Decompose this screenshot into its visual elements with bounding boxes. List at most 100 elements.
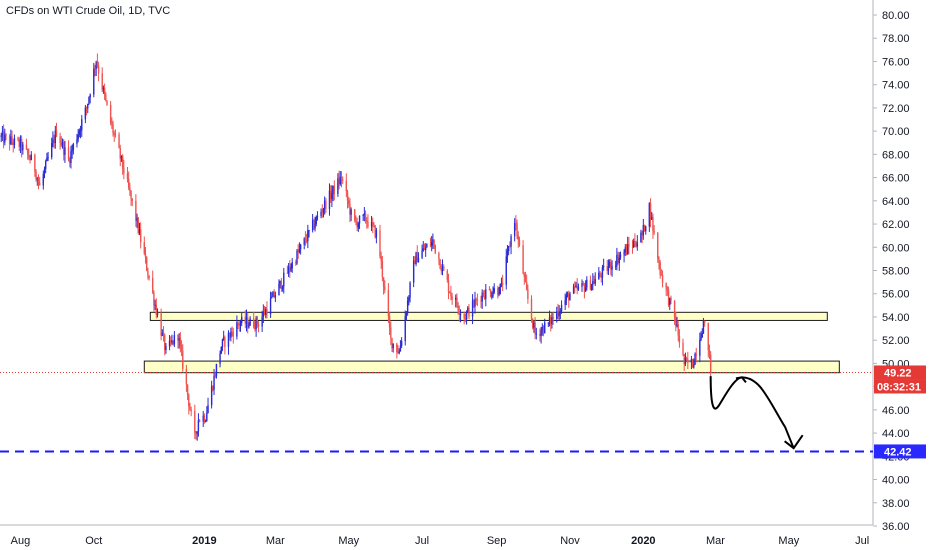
candle-body — [198, 420, 201, 422]
candle-body — [534, 322, 536, 335]
candle-body — [356, 221, 358, 228]
candle-body — [154, 304, 156, 306]
candle-body — [146, 257, 148, 271]
candle-body — [606, 265, 608, 271]
candle-body — [556, 311, 558, 319]
candle-body — [701, 333, 703, 338]
candle-body — [148, 275, 150, 278]
candle-body — [412, 260, 415, 283]
candle-body — [661, 274, 664, 284]
candle-body — [583, 284, 586, 292]
candle-body — [93, 68, 95, 95]
candle-body — [550, 317, 552, 325]
candle-body — [231, 331, 233, 333]
candle-body — [34, 154, 36, 172]
candle-body — [153, 292, 155, 306]
candle-body — [488, 289, 491, 291]
candle-body — [22, 144, 24, 151]
candle-body — [103, 87, 106, 95]
level-lines — [0, 371, 873, 453]
candle-body — [372, 222, 374, 226]
candle-body — [593, 280, 595, 284]
candle-body — [653, 231, 655, 233]
candle-body — [624, 247, 626, 253]
candle-body — [177, 335, 179, 341]
candle-body — [322, 208, 325, 212]
candle-body — [121, 155, 124, 168]
candle-body — [675, 317, 677, 326]
candle-body — [81, 119, 83, 131]
candle-body — [55, 130, 58, 137]
candle-body — [207, 405, 209, 414]
candle-body — [10, 136, 12, 145]
time-axis[interactable]: Aug Oct 2019 Mar May Jul Sep Nov 2020 Mar May Jul — [11, 535, 870, 547]
y-tick-label: 62.00 — [882, 219, 910, 231]
candle-body — [559, 311, 562, 313]
x-tick-label: Mar — [706, 535, 725, 547]
price-axis[interactable]: 80.00 78.00 76.00 74.00 72.00 70.00 68.00 66.00… — [873, 10, 910, 533]
candle-body — [590, 284, 593, 290]
candle-body — [390, 327, 392, 338]
candle-body — [2, 131, 5, 143]
candle-body — [265, 309, 267, 315]
candle-body — [95, 61, 97, 69]
candle-body — [575, 285, 577, 287]
y-tick-label: 74.00 — [882, 80, 910, 92]
candle-body — [19, 139, 22, 147]
candle-body — [313, 220, 315, 229]
y-tick-label: 72.00 — [882, 103, 910, 115]
candle-body — [94, 68, 96, 70]
candle-body — [305, 240, 308, 242]
candle-body — [283, 272, 285, 287]
candle-body — [557, 311, 559, 317]
candle-body — [203, 415, 206, 422]
candle-body — [423, 248, 426, 251]
candle-body — [677, 324, 679, 336]
candle-body — [370, 222, 373, 227]
candle-body — [631, 247, 634, 249]
candle-body — [594, 279, 596, 284]
candle-body — [112, 124, 114, 134]
candle-body — [560, 304, 563, 312]
candle-body — [180, 345, 183, 351]
candle-body — [476, 299, 479, 301]
candle-body — [525, 282, 528, 290]
candle-body — [387, 289, 390, 316]
candle-body — [657, 232, 659, 259]
candle-body — [348, 200, 350, 204]
candle-body — [69, 159, 71, 164]
candle-body — [531, 318, 534, 328]
candle-body — [137, 217, 139, 233]
candle-body — [408, 297, 410, 301]
candle-body — [527, 289, 529, 300]
candle-body — [244, 316, 247, 324]
candle-body — [20, 139, 23, 151]
candle-body — [63, 141, 65, 155]
projection-peak-mark — [735, 376, 747, 383]
candle-body — [168, 340, 171, 347]
candle-body — [482, 292, 485, 297]
candle-body — [143, 242, 145, 254]
candle-body — [548, 317, 551, 323]
candle-body — [577, 286, 580, 290]
candle-body — [475, 299, 477, 301]
candle-body — [474, 299, 476, 307]
candle-body — [424, 247, 427, 251]
candle-body — [355, 220, 357, 222]
candle-body — [238, 324, 240, 326]
candle-body — [232, 332, 234, 337]
candle-body — [342, 179, 344, 181]
y-tick-label: 56.00 — [882, 289, 910, 301]
candle-body — [699, 339, 701, 356]
candle-body — [467, 307, 469, 312]
candle-body — [683, 354, 685, 364]
candle-body — [599, 272, 601, 276]
candle-body — [634, 241, 636, 246]
candle-body — [516, 223, 518, 236]
candle-body — [339, 176, 342, 185]
candle-body — [118, 134, 120, 148]
candle-body — [642, 225, 645, 236]
candle-body — [659, 262, 661, 275]
candle-body — [254, 327, 256, 330]
